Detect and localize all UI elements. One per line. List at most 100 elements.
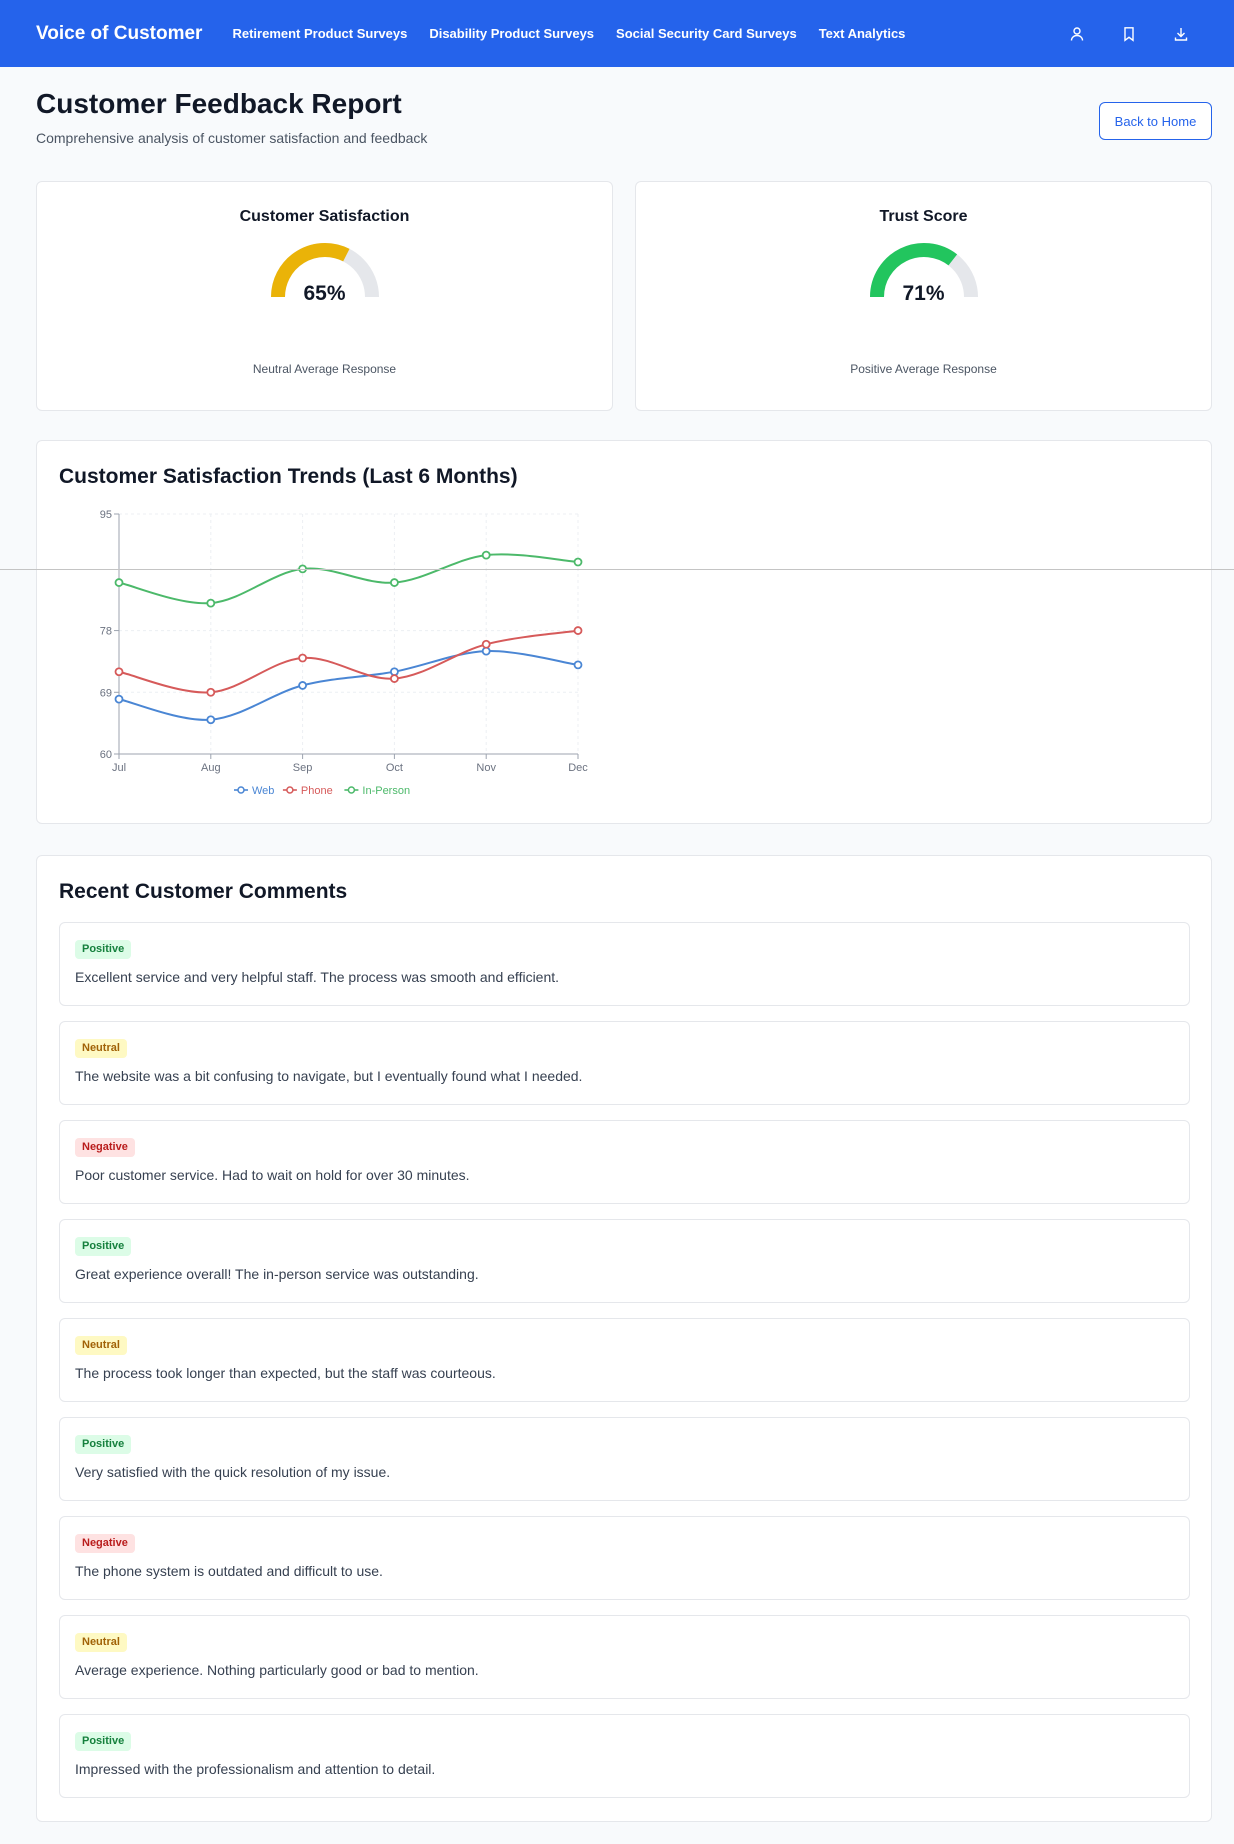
data-point-phone: [206, 687, 216, 697]
comment-item: Positive Great experience overall! The i…: [59, 1219, 1190, 1303]
gauge-value: 71%: [902, 282, 945, 305]
data-point-phone: [389, 674, 399, 683]
x-tick-label: Aug: [201, 762, 221, 774]
data-point-in-person: [573, 557, 583, 567]
sentiment-badge: Positive: [75, 1237, 132, 1256]
data-point-web: [573, 660, 583, 670]
x-tick-label: Nov: [476, 762, 496, 774]
divider-line: [0, 569, 1234, 570]
sentiment-badge: Positive: [75, 1732, 132, 1751]
comments-title: Recent Customer Comments: [59, 880, 348, 903]
trust-gauge: 71%: [864, 239, 984, 309]
sentiment-badge: Negative: [75, 1138, 135, 1157]
legend-marker-web: [237, 786, 245, 794]
data-point-in-person: [481, 550, 491, 560]
brand-logo[interactable]: Voice of Customer: [36, 22, 203, 44]
back-to-home-button[interactable]: Back to Home: [1099, 102, 1212, 140]
gauge-value: 65%: [303, 282, 346, 305]
trust-score-card: Trust Score 71% Positive Average Respons…: [635, 181, 1212, 411]
x-tick-label: Oct: [386, 762, 403, 774]
satisfaction-trends-card: 60 69 78 95 Jul Aug Sep Oct Nov Dec Web Phone In-Per…: [36, 440, 1212, 824]
legend-marker-phone: [286, 786, 294, 794]
sentiment-badge: Neutral: [75, 1633, 127, 1652]
data-point-web: [389, 667, 399, 677]
data-point-in-person: [298, 564, 308, 574]
comment-text: The process took longer than expected, b…: [75, 1365, 496, 1381]
x-tick-label: Jul: [112, 762, 126, 774]
data-point-in-person: [389, 578, 399, 587]
gauge-caption: Neutral Average Response: [252, 362, 397, 376]
comment-item: Positive Excellent service and very help…: [59, 922, 1190, 1006]
page-subtitle: Comprehensive analysis of customer satis…: [36, 130, 428, 146]
trends-title: Customer Satisfaction Trends (Last 6 Mon…: [59, 465, 518, 488]
series-line-web: [118, 650, 579, 721]
gauge-svg: [270, 243, 379, 298]
comment-text: Average experience. Nothing particularly…: [75, 1662, 479, 1678]
y-tick-label: 60: [100, 749, 112, 761]
comment-item: Neutral The website was a bit confusing …: [59, 1021, 1190, 1105]
customer-satisfaction-card: Customer Satisfaction 65% Neutral Averag…: [36, 181, 613, 411]
series-line-in-person: [118, 553, 579, 605]
data-point-in-person: [114, 578, 124, 587]
sentiment-badge: Positive: [75, 940, 132, 959]
comment-item: Negative Poor customer service. Had to w…: [59, 1120, 1190, 1204]
data-point-web: [206, 715, 216, 725]
comment-text: Poor customer service. Had to wait on ho…: [75, 1167, 470, 1183]
nav-link-ss-card[interactable]: Social Security Card Surveys: [616, 26, 797, 41]
data-point-web: [298, 681, 308, 690]
y-tick-label: 69: [100, 687, 112, 699]
data-point-web: [481, 646, 491, 656]
nav-link-retirement[interactable]: Retirement Product Surveys: [232, 26, 408, 41]
nav-links: Retirement Product Surveys Disability Pr…: [232, 26, 905, 41]
download-icon[interactable]: [1170, 23, 1192, 45]
data-point-phone: [481, 639, 491, 649]
comment-text: Very satisfied with the quick resolution…: [75, 1464, 391, 1480]
comment-text: Excellent service and very helpful staff…: [75, 969, 560, 985]
series-line-phone: [118, 629, 579, 694]
nav-icon-group: [1066, 23, 1198, 45]
data-point-in-person: [206, 598, 216, 608]
sentiment-badge: Neutral: [75, 1039, 127, 1058]
comment-item: Neutral The process took longer than exp…: [59, 1318, 1190, 1402]
x-tick-label: Sep: [293, 762, 313, 774]
legend-label-in-person: In-Person: [362, 785, 410, 797]
gauge-svg: [869, 243, 978, 298]
legend-label-phone: Phone: [301, 785, 333, 797]
gauge-title: Trust Score: [879, 208, 968, 225]
user-icon[interactable]: [1066, 23, 1088, 45]
sentiment-badge: Positive: [75, 1435, 132, 1454]
page-title: Customer Feedback Report: [36, 88, 402, 119]
gauge-caption: Positive Average Response: [850, 362, 997, 376]
comment-item: Positive Impressed with the professional…: [59, 1714, 1190, 1798]
comment-item: Neutral Average experience. Nothing part…: [59, 1615, 1190, 1699]
sentiment-badge: Neutral: [75, 1336, 127, 1355]
x-tick-label: Dec: [568, 762, 588, 774]
trend-line-chart: 60 69 78 95 Jul Aug Sep Oct Nov Dec Web Phone In-Per…: [100, 509, 589, 797]
page-header: Customer Feedback Report Comprehensive a…: [36, 88, 1212, 154]
data-point-phone: [573, 626, 583, 635]
data-point-phone: [298, 653, 308, 663]
gauge-title: Customer Satisfaction: [239, 208, 410, 225]
comment-text: Impressed with the professionalism and a…: [75, 1761, 436, 1777]
legend-label-web: Web: [252, 785, 274, 797]
satisfaction-gauge: 65%: [265, 239, 385, 309]
data-point-phone: [114, 667, 124, 677]
comments-list: Positive Excellent service and very help…: [59, 922, 1190, 1813]
comment-text: The website was a bit confusing to navig…: [75, 1068, 583, 1084]
data-point-web: [114, 694, 124, 704]
nav-link-text-analytics[interactable]: Text Analytics: [818, 26, 906, 41]
comment-item: Negative The phone system is outdated an…: [59, 1516, 1190, 1600]
top-navbar: Voice of Customer Retirement Product Sur…: [0, 0, 1234, 67]
comment-text: Great experience overall! The in-person …: [75, 1266, 479, 1282]
legend-marker-in-person: [347, 786, 356, 794]
nav-link-disability[interactable]: Disability Product Surveys: [429, 26, 595, 41]
bookmark-icon[interactable]: [1118, 23, 1140, 45]
y-tick-label: 95: [100, 509, 112, 521]
gauge-fill: [869, 243, 957, 298]
comment-text: The phone system is outdated and difficu…: [75, 1563, 383, 1579]
sentiment-badge: Negative: [75, 1534, 135, 1553]
comment-item: Positive Very satisfied with the quick r…: [59, 1417, 1190, 1501]
recent-comments-card: Recent Customer Comments Positive Excell…: [36, 855, 1212, 1822]
gauge-fill: [270, 243, 350, 298]
y-tick-label: 78: [100, 626, 112, 638]
